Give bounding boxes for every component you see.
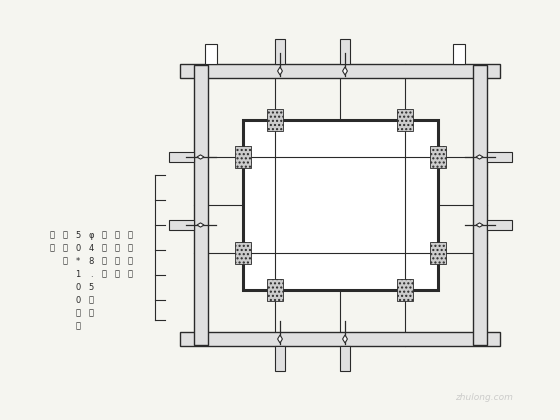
Bar	[340, 39, 350, 64]
Text: 栲: 栲	[128, 270, 133, 278]
Text: 向: 向	[128, 244, 133, 252]
Bar	[204, 44, 217, 64]
Bar	[235, 146, 250, 168]
Bar	[430, 242, 446, 264]
Text: 管: 管	[88, 309, 94, 318]
Bar	[242, 120, 437, 290]
Bar	[235, 242, 250, 264]
Polygon shape	[197, 223, 204, 227]
Text: 1: 1	[76, 270, 81, 278]
Text: 平: 平	[114, 270, 119, 278]
Text: 拉: 拉	[101, 244, 106, 252]
Bar	[487, 152, 511, 162]
Text: 穿: 穿	[114, 231, 119, 239]
Text: zhulong.com: zhulong.com	[455, 393, 513, 402]
Text: 锂: 锂	[88, 296, 94, 304]
Polygon shape	[278, 335, 282, 343]
Bar	[487, 220, 511, 230]
Text: 楞: 楞	[63, 244, 68, 252]
Polygon shape	[278, 67, 282, 75]
Text: 墙: 墙	[114, 244, 119, 252]
Bar	[267, 109, 283, 131]
Bar	[275, 346, 285, 371]
Bar	[340, 346, 350, 371]
Text: *: *	[76, 257, 80, 265]
Text: .: .	[90, 270, 92, 278]
Bar	[169, 220, 194, 230]
Bar	[180, 64, 500, 78]
Text: 对: 对	[101, 231, 106, 239]
Polygon shape	[343, 335, 347, 343]
Bar	[397, 109, 413, 131]
Text: 4: 4	[88, 244, 94, 252]
Bar	[430, 146, 446, 168]
Text: φ: φ	[88, 231, 94, 239]
Polygon shape	[197, 155, 204, 159]
Text: 板: 板	[49, 244, 54, 252]
Text: 螺: 螺	[101, 257, 106, 265]
Text: 0: 0	[76, 296, 81, 304]
Text: 木: 木	[76, 309, 81, 318]
Bar	[242, 120, 437, 290]
Text: 方: 方	[76, 321, 81, 331]
Text: 0: 0	[76, 283, 81, 291]
Text: 木: 木	[128, 257, 133, 265]
Bar	[180, 332, 500, 346]
Text: 木: 木	[63, 231, 68, 239]
Text: 8: 8	[88, 257, 94, 265]
Polygon shape	[476, 155, 483, 159]
Text: 水: 水	[114, 257, 119, 265]
Bar	[275, 39, 285, 64]
Text: 0: 0	[76, 244, 81, 252]
Bar	[194, 65, 208, 345]
Text: 栓: 栓	[101, 270, 106, 278]
Text: 竖: 竖	[128, 231, 133, 239]
Bar	[169, 152, 194, 162]
Text: 板: 板	[63, 257, 68, 265]
Bar	[452, 44, 464, 64]
Bar	[473, 65, 487, 345]
Polygon shape	[476, 223, 483, 227]
Text: 5: 5	[88, 283, 94, 291]
Bar	[397, 279, 413, 301]
Bar	[267, 279, 283, 301]
Text: 模: 模	[49, 231, 54, 239]
Polygon shape	[343, 67, 347, 75]
Text: 5: 5	[76, 231, 81, 239]
